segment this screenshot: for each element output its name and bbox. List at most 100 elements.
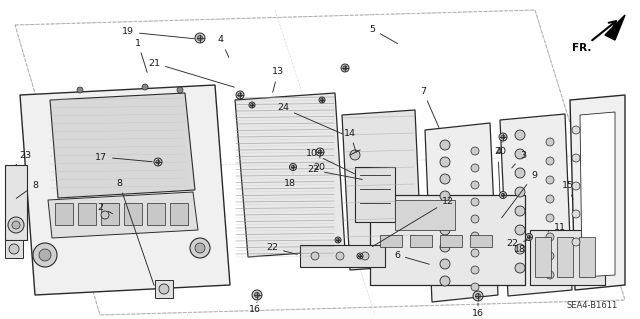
Circle shape <box>546 271 554 279</box>
Circle shape <box>499 133 507 141</box>
Bar <box>300 245 385 267</box>
Text: 19: 19 <box>122 27 194 39</box>
Bar <box>55 203 73 225</box>
Text: 16: 16 <box>249 302 261 315</box>
Circle shape <box>572 182 580 190</box>
Polygon shape <box>425 123 498 302</box>
Circle shape <box>238 93 242 97</box>
Text: 24: 24 <box>277 103 342 134</box>
Circle shape <box>311 252 319 260</box>
Circle shape <box>525 234 532 241</box>
Polygon shape <box>580 112 615 277</box>
FancyArrowPatch shape <box>592 21 616 40</box>
Text: 20: 20 <box>313 156 325 173</box>
Circle shape <box>572 238 580 246</box>
Circle shape <box>471 249 479 257</box>
Circle shape <box>515 168 525 178</box>
Bar <box>124 203 142 225</box>
Circle shape <box>8 217 24 233</box>
Circle shape <box>515 187 525 197</box>
Circle shape <box>471 198 479 206</box>
Text: 4: 4 <box>218 35 229 57</box>
Circle shape <box>515 244 525 254</box>
Circle shape <box>250 103 253 107</box>
Circle shape <box>527 235 531 239</box>
Circle shape <box>318 150 322 154</box>
Circle shape <box>361 252 369 260</box>
Circle shape <box>515 149 525 159</box>
Circle shape <box>12 221 20 229</box>
Text: 18: 18 <box>514 240 527 255</box>
Text: 17: 17 <box>95 152 152 162</box>
Circle shape <box>337 239 339 241</box>
Circle shape <box>499 191 506 198</box>
Text: 20: 20 <box>494 142 506 157</box>
Circle shape <box>252 290 262 300</box>
Bar <box>579 237 595 277</box>
Text: 3: 3 <box>512 151 526 168</box>
Text: 12: 12 <box>372 197 454 247</box>
Text: 8: 8 <box>16 181 38 198</box>
Circle shape <box>471 164 479 172</box>
Bar <box>155 280 173 298</box>
Circle shape <box>9 244 19 254</box>
Polygon shape <box>48 192 198 238</box>
Circle shape <box>195 243 205 253</box>
Circle shape <box>440 157 450 167</box>
Circle shape <box>336 252 344 260</box>
Text: 13: 13 <box>272 68 284 92</box>
Circle shape <box>440 191 450 201</box>
Circle shape <box>39 249 51 261</box>
Circle shape <box>515 225 525 235</box>
Circle shape <box>255 293 259 298</box>
Bar <box>78 203 96 225</box>
Circle shape <box>198 35 202 41</box>
Circle shape <box>471 215 479 223</box>
Circle shape <box>440 140 450 150</box>
Circle shape <box>77 87 83 93</box>
Bar <box>5 165 27 240</box>
Circle shape <box>440 208 450 218</box>
Circle shape <box>546 157 554 165</box>
Polygon shape <box>235 93 345 257</box>
Circle shape <box>546 252 554 260</box>
Text: FR.: FR. <box>572 43 592 53</box>
Text: 10: 10 <box>306 149 355 174</box>
Polygon shape <box>500 114 572 296</box>
Circle shape <box>471 181 479 189</box>
Bar <box>395 200 455 230</box>
Circle shape <box>471 147 479 155</box>
Circle shape <box>440 174 450 184</box>
Circle shape <box>343 66 347 70</box>
Circle shape <box>236 91 244 99</box>
Circle shape <box>101 211 109 219</box>
Text: 16: 16 <box>472 303 484 317</box>
Circle shape <box>321 99 323 101</box>
Circle shape <box>515 263 525 273</box>
Circle shape <box>440 242 450 252</box>
Bar <box>147 203 165 225</box>
Text: 8: 8 <box>116 179 154 286</box>
Bar <box>470 235 492 247</box>
Text: 5: 5 <box>369 25 397 44</box>
Bar <box>440 235 462 247</box>
Circle shape <box>471 232 479 240</box>
Circle shape <box>440 276 450 286</box>
Bar <box>370 195 525 285</box>
Circle shape <box>546 138 554 146</box>
Circle shape <box>350 150 360 160</box>
Circle shape <box>341 64 349 72</box>
Bar <box>355 167 395 222</box>
Circle shape <box>156 160 160 164</box>
Text: 22: 22 <box>266 243 298 254</box>
Text: 22: 22 <box>506 240 526 249</box>
Circle shape <box>142 84 148 90</box>
Circle shape <box>515 130 525 140</box>
Circle shape <box>476 293 481 299</box>
Bar <box>410 235 432 247</box>
Circle shape <box>546 195 554 203</box>
Bar <box>380 235 402 247</box>
Polygon shape <box>605 15 625 40</box>
Circle shape <box>572 154 580 162</box>
Text: 1: 1 <box>135 39 147 72</box>
